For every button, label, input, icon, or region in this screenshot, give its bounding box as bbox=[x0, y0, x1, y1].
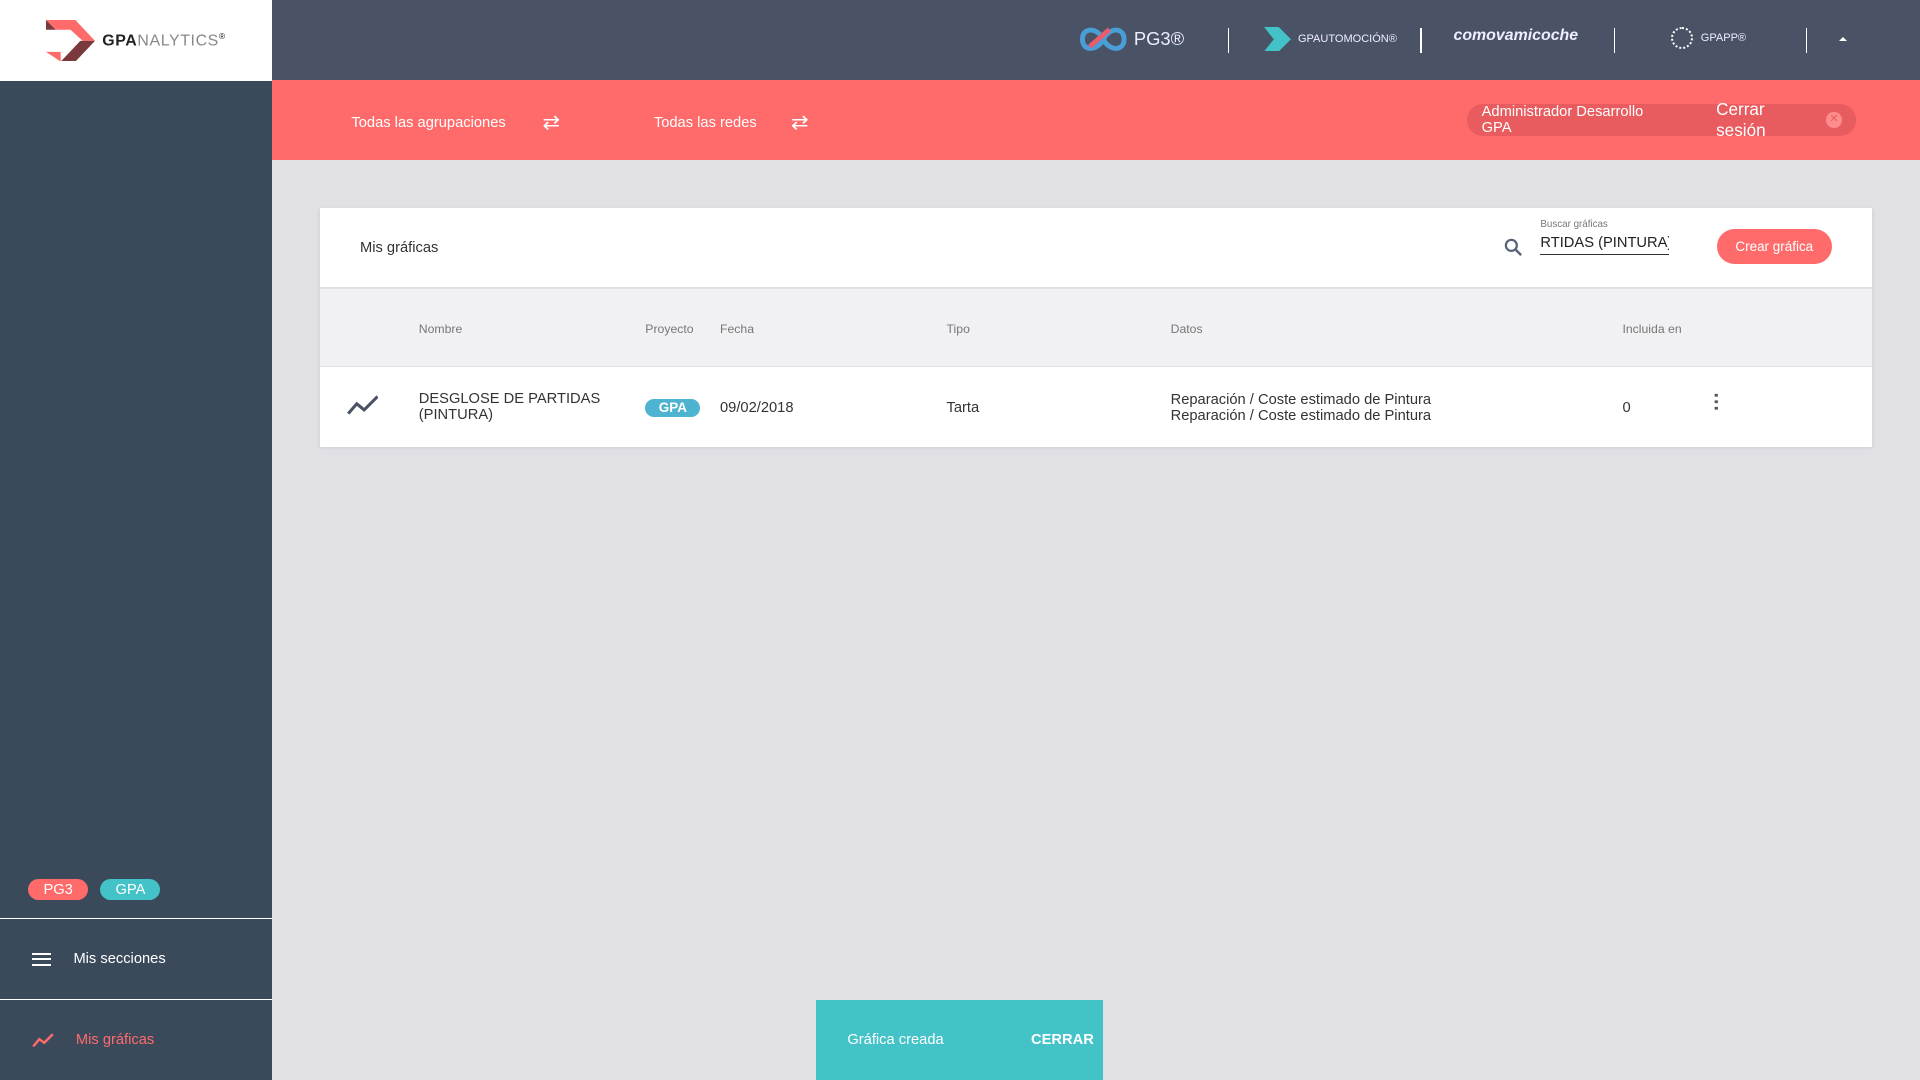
swap-icon[interactable]: ⇄ bbox=[791, 111, 809, 135]
row-type: Tarta bbox=[946, 400, 980, 417]
row-date: 09/02/2018 bbox=[720, 400, 794, 417]
gpapp-icon bbox=[1671, 26, 1694, 49]
brand-comovamicoche[interactable]: comovamicoche bbox=[1453, 26, 1579, 44]
sidebar-item-mis-secciones[interactable]: Mis secciones bbox=[0, 918, 272, 999]
column-proyecto[interactable]: Proyecto bbox=[645, 321, 694, 336]
table-row[interactable]: DESGLOSE DE PARTIDAS (PINTURA) GPA 09/02… bbox=[320, 367, 1873, 447]
search-label: Buscar gráficas bbox=[1540, 219, 1608, 231]
column-fecha[interactable]: Fecha bbox=[720, 321, 755, 336]
top-bar: PG3® GPAUTOMOCIÓN® comovamicoche GPAPP® bbox=[271, 0, 1920, 80]
tag-gpa[interactable]: GPA bbox=[100, 879, 161, 901]
brand-gpapp[interactable]: GPAPP® bbox=[1671, 26, 1746, 49]
swap-icon[interactable]: ⇄ bbox=[542, 111, 560, 135]
row-data: Reparación / Coste estimado de Pintura bbox=[1170, 407, 1432, 424]
divider bbox=[1806, 28, 1808, 53]
close-circle-icon[interactable]: ✕ bbox=[1826, 112, 1842, 128]
caret-up-icon[interactable] bbox=[1839, 36, 1848, 41]
card-title: Mis gráficas bbox=[360, 239, 439, 256]
filter-bar: Todas las agrupaciones ⇄ Todas las redes ⇄… bbox=[271, 79, 1920, 161]
column-incluida-en[interactable]: Incluida en bbox=[1622, 321, 1682, 336]
gpautomocion-icon bbox=[1263, 26, 1291, 52]
column-tipo[interactable]: Tipo bbox=[946, 321, 970, 336]
line-chart-icon bbox=[346, 395, 379, 415]
more-vert-icon[interactable]: ⋯ bbox=[1705, 391, 1728, 412]
create-chart-button[interactable]: Crear gráfica bbox=[1716, 228, 1832, 265]
sidebar-item-label: Mis secciones bbox=[73, 951, 166, 968]
brand-pg3[interactable]: PG3® bbox=[1079, 27, 1184, 51]
column-datos[interactable]: Datos bbox=[1170, 321, 1203, 336]
gpanalytics-logo-icon bbox=[45, 19, 95, 62]
row-data: Reparación / Coste estimado de Pintura bbox=[1170, 391, 1432, 408]
logout-button[interactable]: Cerrar sesión bbox=[1716, 98, 1766, 140]
search-input[interactable]: RTIDAS (PINTURA) bbox=[1540, 235, 1669, 255]
charts-card: Mis gráficas Buscar gráficas RTIDAS (PIN… bbox=[319, 208, 1873, 447]
menu-lines-icon bbox=[31, 952, 52, 966]
sidebar: PG3 GPA Mis secciones Mis gráficas bbox=[0, 80, 272, 1080]
brand-gpautomocion[interactable]: GPAUTOMOCIÓN® bbox=[1263, 26, 1397, 52]
pg3-infinity-icon bbox=[1079, 27, 1127, 51]
user-name: Administrador Desarrollo GPA bbox=[1481, 103, 1644, 136]
trending-chart-icon bbox=[32, 1033, 54, 1047]
gpanalytics-logo[interactable]: GPANALYTICS® bbox=[0, 0, 272, 81]
project-badge: GPA bbox=[645, 399, 701, 417]
column-nombre[interactable]: Nombre bbox=[418, 321, 463, 336]
row-name: DESGLOSE DE PARTIDAS (PINTURA) bbox=[418, 390, 601, 423]
divider bbox=[1420, 28, 1422, 53]
user-pill: Administrador Desarrollo GPA Cerrar sesi… bbox=[1466, 99, 1857, 140]
snackbar-close-button[interactable]: CERRAR bbox=[1031, 1032, 1094, 1049]
sidebar-item-label: Mis gráficas bbox=[75, 1032, 155, 1049]
snackbar-message: Gráfica creada bbox=[847, 1032, 944, 1049]
row-included: 0 bbox=[1622, 400, 1631, 417]
logo-text: GPA bbox=[102, 32, 138, 50]
groups-filter[interactable]: Todas las agrupaciones ⇄ bbox=[351, 111, 560, 135]
search-icon[interactable] bbox=[1504, 238, 1524, 258]
sidebar-item-mis-graficas[interactable]: Mis gráficas bbox=[0, 999, 272, 1080]
snackbar: Gráfica creada CERRAR bbox=[815, 1000, 1104, 1080]
divider bbox=[1613, 28, 1616, 53]
networks-filter[interactable]: Todas las redes ⇄ bbox=[653, 111, 809, 135]
logo-text-rest: NALYTICS bbox=[137, 32, 219, 50]
tag-pg3[interactable]: PG3 bbox=[28, 879, 89, 901]
table-header: Nombre Proyecto Fecha Tipo Datos Incluid… bbox=[319, 286, 1873, 368]
divider bbox=[1228, 28, 1230, 53]
